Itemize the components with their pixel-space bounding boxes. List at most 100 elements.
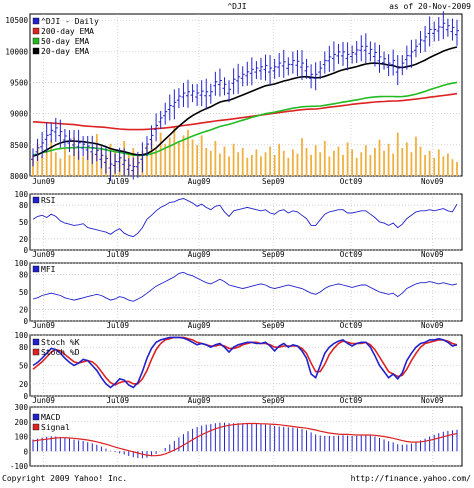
rsi-month-Nov09: Nov09 (421, 250, 444, 259)
rsi-month-Jun09: Jun09 (32, 250, 55, 259)
volume-bar-65 (328, 156, 331, 176)
volume-bar-86 (424, 155, 426, 176)
price-ytick-3: 9500 (10, 79, 29, 88)
macd-ytick-2: 100 (14, 433, 28, 442)
volume-bar-35 (191, 139, 194, 176)
mfi-panel: 0 20 50 80 100 Jun09 Jul09 Aug09 Sep09 Oct09 Nov09… (14, 259, 463, 330)
rsi-month-Aug09: Aug09 (188, 250, 211, 259)
price-legend-label-1: 200-day EMA (41, 27, 94, 36)
stoch-k-line (32, 336, 458, 389)
mfi-month-Jul09: Jul09 (107, 321, 130, 330)
volume-bar-45 (237, 152, 240, 176)
price-legend-swatch-0 (32, 17, 40, 25)
stoch-month-Oct09: Oct09 (340, 396, 363, 405)
volume-bar-13 (91, 152, 94, 176)
volume-bar-3 (45, 149, 48, 176)
rsi-line (32, 198, 458, 238)
stoch-month-Aug09: Aug09 (188, 396, 211, 405)
volume-bar-90 (442, 156, 445, 176)
volume-bar-7 (64, 148, 66, 176)
volume-bar-12 (86, 146, 89, 176)
volume-bar-49 (255, 149, 258, 176)
mfi-month-Jun09: Jun09 (32, 321, 55, 330)
volume-bar-28 (159, 132, 162, 176)
macd-legend-label-1: Signal (41, 423, 70, 432)
macd-ytick-1: 0 (23, 447, 28, 456)
stoch-ytick-3: 80 (19, 343, 29, 352)
mfi-month-Nov09: Nov09 (421, 321, 444, 330)
volume-bar-30 (168, 137, 171, 176)
price-ytick-1: 8500 (10, 141, 29, 150)
price-legend-label-3: 20-day EMA (41, 47, 89, 56)
rsi-ytick-4: 100 (14, 190, 28, 199)
stoch-legend-label-0: Stoch %K (41, 338, 80, 347)
price-panel: 8000 8500 9000 9500 10000 10500 Jun09 Jul09 Aug0… (5, 11, 463, 186)
price-month-Aug09: Aug09 (188, 177, 211, 186)
mfi-ytick-4: 100 (14, 259, 28, 268)
volume-bar-51 (264, 152, 267, 176)
volume-bar-67 (337, 146, 340, 176)
as-of-date: as of 20-Nov-2009 (389, 2, 471, 11)
volume-bar-50 (260, 156, 262, 176)
volume-bar-68 (342, 155, 344, 176)
volume-bar-63 (319, 152, 322, 176)
macd-signal-line (32, 422, 458, 457)
volume-bar-39 (209, 150, 212, 176)
volume-bar-5 (54, 152, 57, 176)
volume-bar-10 (77, 150, 80, 176)
volume-bar-43 (228, 156, 230, 176)
rsi-ytick-1: 20 (19, 235, 29, 244)
volume-bar-84 (415, 136, 417, 176)
macd-legend-label-0: MACD (41, 413, 60, 422)
volume-bar-72 (360, 152, 363, 176)
ema200-line (32, 92, 458, 131)
mfi-month-Oct09: Oct09 (340, 321, 363, 330)
volume-bar-61 (310, 155, 313, 176)
volume-bar-27 (155, 149, 157, 176)
price-month-Sep09: Sep09 (262, 177, 285, 186)
mfi-month-Sep09: Sep09 (262, 321, 285, 330)
stoch-panel: 0 20 50 80 100 Jun09 Jul09 Aug09 Sep09 Oct09 Nov09… (14, 331, 463, 405)
rsi-month-Jul09: Jul09 (107, 250, 130, 259)
volume-bar-52 (269, 146, 271, 176)
volume-bar-70 (351, 149, 354, 176)
stoch-legend-label-1: Stoch %D (41, 348, 80, 357)
volume-bar-93 (456, 162, 458, 176)
volume-bar-47 (246, 157, 249, 176)
ema50-line (32, 81, 458, 157)
volume-bar-83 (410, 152, 413, 176)
rsi-month-Oct09: Oct09 (340, 250, 363, 259)
volume-bar-76 (378, 139, 381, 176)
volume-bar-55 (282, 150, 285, 176)
volume-bar-46 (241, 148, 244, 176)
volume-bar-71 (355, 157, 358, 176)
ema20-line (32, 46, 458, 157)
rsi-ytick-3: 80 (19, 201, 29, 210)
price-month-Jun09: Jun09 (32, 177, 55, 186)
volume-bar-44 (232, 143, 235, 176)
volume-bar-66 (333, 150, 335, 176)
mfi-legend-swatch-0 (32, 265, 40, 273)
mfi-legend-label-0: MFI (41, 265, 56, 274)
volume-bar-31 (173, 127, 176, 176)
volume-bar-53 (273, 155, 276, 176)
stoch-ytick-2: 50 (19, 362, 29, 371)
mfi-line (32, 271, 458, 302)
mfi-ytick-0: 0 (23, 317, 28, 326)
volume-bar-91 (446, 153, 449, 176)
volume-bar-25 (146, 145, 148, 176)
rsi-month-Sep09: Sep09 (262, 250, 285, 259)
price-legend-swatch-1 (32, 27, 40, 35)
volume-bar-36 (196, 145, 199, 176)
volume-bar-89 (437, 149, 440, 176)
volume-bar-87 (428, 150, 431, 176)
stoch-d-line (32, 336, 458, 386)
volume-bar-60 (305, 148, 308, 176)
stoch-month-Nov09: Nov09 (421, 396, 444, 405)
volume-bar-38 (205, 148, 208, 176)
price-ytick-2: 9000 (10, 110, 29, 119)
price-legend-swatch-3 (32, 47, 40, 55)
stoch-ytick-4: 100 (14, 331, 28, 340)
volume-bar-74 (369, 155, 372, 176)
